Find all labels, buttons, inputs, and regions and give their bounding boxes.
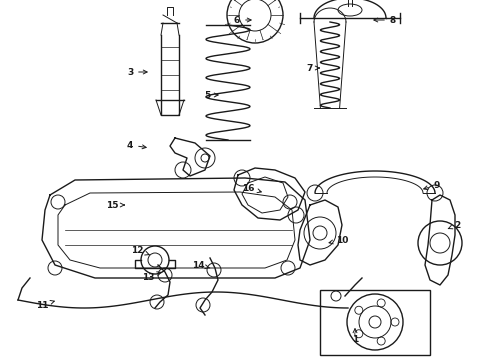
Text: 11: 11 xyxy=(36,301,54,310)
Text: 12: 12 xyxy=(131,246,149,255)
Text: 1: 1 xyxy=(352,329,358,345)
Text: 4: 4 xyxy=(127,140,146,149)
Text: 3: 3 xyxy=(127,68,147,77)
Text: 5: 5 xyxy=(204,90,218,99)
Text: 2: 2 xyxy=(448,220,460,230)
Text: 7: 7 xyxy=(307,63,319,72)
Text: 6: 6 xyxy=(234,15,251,24)
Text: 8: 8 xyxy=(374,15,396,24)
Text: 15: 15 xyxy=(106,201,124,210)
Text: 16: 16 xyxy=(242,184,261,193)
Text: 13: 13 xyxy=(142,272,161,282)
Text: 9: 9 xyxy=(424,180,440,190)
Bar xyxy=(320,290,430,355)
Text: 14: 14 xyxy=(192,261,210,270)
Text: 10: 10 xyxy=(329,235,348,244)
